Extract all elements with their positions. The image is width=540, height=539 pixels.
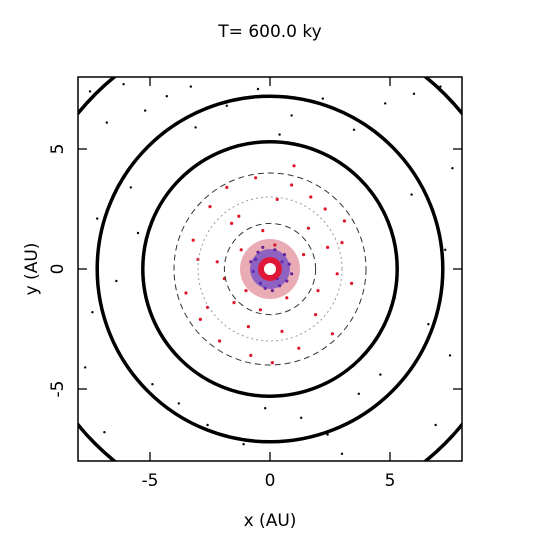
x-tick-label: 0 bbox=[265, 471, 276, 491]
particle bbox=[290, 114, 293, 117]
particle bbox=[129, 186, 132, 189]
particle bbox=[342, 219, 346, 223]
particle bbox=[258, 308, 262, 312]
particle bbox=[412, 92, 416, 96]
x-axis-label: x (AU) bbox=[244, 511, 297, 531]
particle bbox=[451, 167, 454, 170]
particle bbox=[237, 214, 241, 218]
particle bbox=[379, 373, 382, 376]
particle bbox=[297, 346, 301, 350]
particle bbox=[91, 311, 94, 314]
particle bbox=[340, 241, 344, 245]
particle bbox=[244, 289, 248, 293]
particle bbox=[350, 281, 354, 285]
particle bbox=[292, 164, 296, 168]
particle bbox=[335, 272, 339, 276]
particle bbox=[239, 248, 243, 252]
particle bbox=[300, 416, 303, 419]
particle bbox=[264, 407, 267, 410]
orbit-circle bbox=[173, 172, 367, 366]
particle bbox=[321, 97, 324, 100]
particle bbox=[194, 126, 197, 129]
y-tick-label: 0 bbox=[48, 264, 68, 275]
particle bbox=[165, 95, 168, 98]
particle bbox=[246, 325, 250, 329]
particle bbox=[208, 205, 212, 209]
particle bbox=[314, 313, 318, 317]
particle bbox=[198, 317, 202, 321]
particle bbox=[270, 361, 274, 365]
particle bbox=[444, 248, 447, 251]
particle bbox=[323, 207, 327, 211]
particle bbox=[105, 121, 109, 124]
particle bbox=[225, 185, 229, 189]
y-axis-label: y (AU) bbox=[22, 243, 42, 296]
particle bbox=[189, 85, 192, 88]
particle bbox=[225, 104, 228, 108]
particle bbox=[230, 221, 234, 225]
particle bbox=[427, 323, 430, 326]
particle bbox=[352, 128, 356, 131]
particle bbox=[384, 102, 387, 105]
particle bbox=[206, 423, 209, 427]
particle bbox=[184, 291, 188, 295]
particle bbox=[144, 109, 147, 112]
particle bbox=[136, 231, 140, 235]
particle bbox=[330, 332, 334, 336]
particle bbox=[122, 83, 125, 86]
particle bbox=[218, 339, 222, 343]
particle bbox=[242, 443, 245, 446]
particle bbox=[254, 176, 258, 180]
particle bbox=[309, 195, 313, 199]
particle bbox=[273, 243, 277, 247]
particle bbox=[270, 289, 274, 293]
y-tick-label: 5 bbox=[48, 144, 68, 155]
particle bbox=[103, 431, 106, 434]
particle bbox=[261, 229, 265, 233]
particle bbox=[340, 452, 344, 455]
particle bbox=[256, 87, 260, 91]
orbit-circle bbox=[95, 94, 445, 444]
particle bbox=[434, 423, 437, 427]
particle bbox=[306, 226, 310, 230]
particle bbox=[215, 260, 219, 264]
plot-area bbox=[78, 77, 462, 461]
particle bbox=[280, 329, 284, 333]
x-tick-label: 5 bbox=[385, 471, 396, 491]
particle bbox=[448, 354, 452, 357]
particle bbox=[261, 245, 265, 249]
particle bbox=[151, 383, 154, 386]
orbit-circle bbox=[197, 196, 343, 342]
orbit-circle bbox=[141, 140, 399, 398]
particle bbox=[177, 402, 180, 405]
particle bbox=[285, 296, 289, 300]
core-hole bbox=[264, 263, 276, 275]
particle bbox=[275, 197, 279, 201]
particle bbox=[96, 217, 99, 220]
chart-title: T= 600.0 ky bbox=[217, 22, 321, 42]
x-tick-label: -5 bbox=[142, 471, 159, 491]
particle bbox=[357, 392, 360, 395]
particle bbox=[115, 279, 118, 283]
particle bbox=[84, 366, 87, 369]
particle bbox=[232, 301, 236, 305]
particle bbox=[326, 245, 330, 249]
particle bbox=[316, 289, 320, 293]
particle bbox=[290, 183, 294, 187]
particle bbox=[326, 433, 329, 436]
particle bbox=[278, 133, 281, 136]
particle bbox=[302, 253, 306, 257]
orbit-circle bbox=[223, 222, 317, 316]
particle bbox=[410, 193, 413, 196]
y-tick-label: -5 bbox=[48, 381, 68, 398]
particle bbox=[191, 238, 195, 242]
particle bbox=[249, 353, 253, 357]
particle bbox=[88, 90, 92, 93]
particle bbox=[290, 272, 294, 276]
